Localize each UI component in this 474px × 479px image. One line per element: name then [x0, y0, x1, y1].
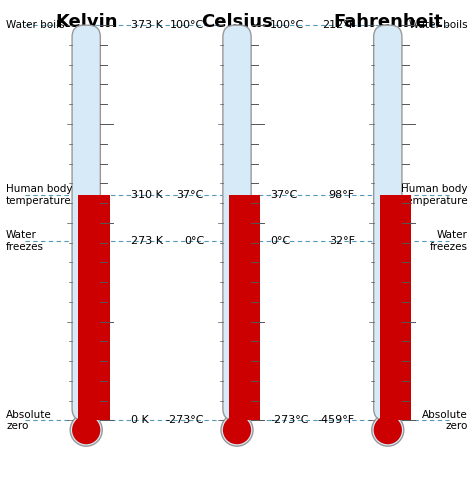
- Circle shape: [72, 416, 100, 445]
- Text: 0°C: 0°C: [270, 236, 290, 246]
- Text: Water
freezes: Water freezes: [430, 230, 468, 252]
- Text: 32°F: 32°F: [329, 236, 355, 246]
- Bar: [380, 195, 411, 421]
- FancyBboxPatch shape: [72, 25, 100, 421]
- Text: Human body
temperature: Human body temperature: [401, 184, 468, 206]
- Text: Kelvin: Kelvin: [55, 13, 118, 31]
- FancyBboxPatch shape: [374, 25, 402, 421]
- FancyBboxPatch shape: [223, 25, 251, 421]
- Text: Water
freezes: Water freezes: [6, 230, 44, 252]
- Text: 37°C: 37°C: [177, 190, 204, 200]
- Text: Celsius: Celsius: [201, 13, 273, 31]
- Text: 0°C: 0°C: [184, 236, 204, 246]
- Bar: [229, 195, 260, 421]
- Text: -273°C: -273°C: [165, 415, 204, 425]
- Circle shape: [372, 414, 404, 446]
- Text: 0 K: 0 K: [131, 415, 149, 425]
- Bar: [78, 195, 109, 421]
- Text: Water boils: Water boils: [6, 20, 65, 30]
- Text: -273°C: -273°C: [270, 415, 309, 425]
- Text: Absolute
zero: Absolute zero: [6, 410, 52, 431]
- Circle shape: [221, 414, 253, 446]
- Circle shape: [374, 416, 402, 445]
- Text: Water boils: Water boils: [409, 20, 468, 30]
- Text: 273 K: 273 K: [131, 236, 163, 246]
- Text: -459°F: -459°F: [318, 415, 355, 425]
- Text: Absolute
zero: Absolute zero: [422, 410, 468, 431]
- Circle shape: [223, 416, 251, 445]
- Text: 100°C: 100°C: [270, 20, 304, 30]
- Text: Human body
temperature: Human body temperature: [6, 184, 73, 206]
- Text: 212°F: 212°F: [322, 20, 355, 30]
- Text: 37°C: 37°C: [270, 190, 297, 200]
- Text: 310 K: 310 K: [131, 190, 163, 200]
- Text: 373 K: 373 K: [131, 20, 163, 30]
- Circle shape: [70, 414, 102, 446]
- Text: Fahrenheit: Fahrenheit: [333, 13, 443, 31]
- Text: 100°C: 100°C: [170, 20, 204, 30]
- Text: 98°F: 98°F: [328, 190, 355, 200]
